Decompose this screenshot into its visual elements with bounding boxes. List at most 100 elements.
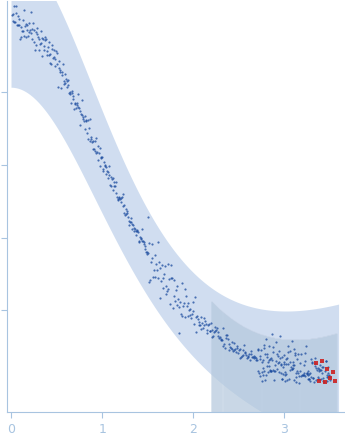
Point <box>319 357 325 364</box>
Point <box>280 375 285 382</box>
Point <box>263 336 268 343</box>
Point <box>50 55 56 62</box>
Point <box>160 284 165 291</box>
Point <box>85 116 90 123</box>
Point <box>309 360 314 367</box>
Point <box>268 367 274 374</box>
Point <box>118 194 124 201</box>
Point <box>181 299 187 306</box>
Point <box>167 300 173 307</box>
Point <box>171 292 176 299</box>
Point <box>250 354 256 361</box>
Point <box>169 261 174 268</box>
Point <box>296 379 302 386</box>
Point <box>274 351 280 358</box>
Point <box>221 324 226 331</box>
Point <box>241 341 247 348</box>
Point <box>314 367 319 374</box>
Point <box>304 369 309 376</box>
Point <box>253 356 258 363</box>
Point <box>293 379 299 386</box>
Point <box>235 345 240 352</box>
Point <box>191 321 197 328</box>
Point <box>189 310 195 317</box>
Point <box>58 67 63 74</box>
Point <box>94 148 100 155</box>
Point <box>239 352 245 359</box>
Point <box>326 372 332 379</box>
Point <box>48 59 53 66</box>
Point <box>234 342 239 349</box>
Point <box>142 245 148 252</box>
Point <box>316 368 322 375</box>
Point <box>277 355 283 362</box>
Point <box>305 368 310 375</box>
Point <box>244 355 250 362</box>
Point <box>252 353 258 360</box>
Point <box>267 367 273 374</box>
Point <box>183 293 189 300</box>
Point <box>135 228 141 235</box>
Point <box>289 365 295 372</box>
Point <box>145 249 151 256</box>
Point <box>255 346 260 353</box>
Point <box>125 213 131 220</box>
Point <box>70 93 76 100</box>
Point <box>55 83 61 90</box>
Point <box>116 196 121 203</box>
Point <box>259 378 265 385</box>
Point <box>58 84 64 91</box>
Point <box>305 370 310 377</box>
Point <box>87 137 93 144</box>
Point <box>198 326 204 333</box>
Point <box>110 186 116 193</box>
Point <box>61 81 67 88</box>
Point <box>317 361 323 368</box>
Point <box>183 313 188 320</box>
Point <box>282 351 287 358</box>
Point <box>31 38 37 45</box>
Point <box>264 350 269 357</box>
Point <box>210 326 215 333</box>
Point <box>69 88 74 95</box>
Point <box>246 350 252 357</box>
Point <box>23 20 28 27</box>
Point <box>130 221 136 228</box>
Point <box>125 210 130 217</box>
Point <box>292 345 297 352</box>
Point <box>153 260 159 267</box>
Point <box>284 354 290 361</box>
Point <box>306 376 312 383</box>
Point <box>52 62 58 69</box>
Point <box>307 378 313 385</box>
Point <box>99 155 104 162</box>
Point <box>247 356 253 363</box>
Point <box>139 225 145 232</box>
Point <box>99 153 105 160</box>
Point <box>281 360 287 367</box>
Point <box>22 7 27 14</box>
Point <box>238 354 244 361</box>
Point <box>265 354 270 361</box>
Point <box>97 163 103 170</box>
Point <box>38 27 44 34</box>
Point <box>315 365 320 372</box>
Point <box>97 145 102 152</box>
Point <box>68 99 74 106</box>
Point <box>65 81 71 88</box>
Point <box>212 324 217 331</box>
Point <box>209 333 215 340</box>
Point <box>257 356 263 363</box>
Point <box>128 218 134 225</box>
Point <box>90 146 96 153</box>
Point <box>283 378 288 385</box>
Point <box>269 357 275 364</box>
Point <box>302 362 307 369</box>
Point <box>203 318 208 325</box>
Point <box>41 43 46 50</box>
Point <box>318 367 324 374</box>
Point <box>132 226 138 233</box>
Point <box>53 55 58 62</box>
Point <box>92 148 98 155</box>
Point <box>299 371 305 378</box>
